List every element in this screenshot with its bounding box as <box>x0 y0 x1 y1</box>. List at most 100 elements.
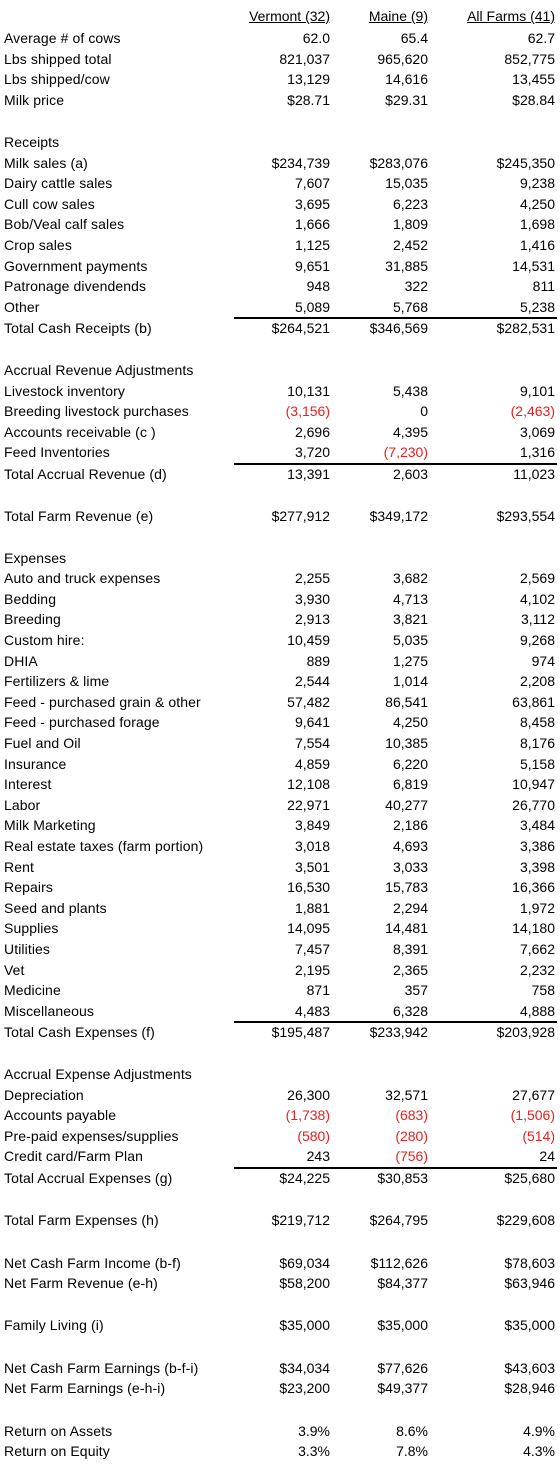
row-label: Real estate taxes (farm portion) <box>4 837 204 854</box>
cell-maine: 14,616 <box>385 71 428 88</box>
cell-vermont: 14,095 <box>287 920 330 937</box>
table-row: Insurance 4,859 6,220 5,158 <box>0 754 560 775</box>
cell-all-farms: $203,928 <box>496 1024 555 1041</box>
row-label: Government payments <box>4 257 148 274</box>
cell-vermont: 7,457 <box>294 940 330 957</box>
row-label: Auto and truck expenses <box>4 570 161 587</box>
table-row: Return on Equity 3.3% 7.8% 4.3% <box>0 1441 560 1462</box>
cell-all-farms: 4,888 <box>519 1002 555 1019</box>
row-label: Insurance <box>4 755 67 772</box>
table-row: Real estate taxes (farm portion) 3,018 4,6… <box>0 836 560 857</box>
cell-vermont: 3.9% <box>298 1422 330 1439</box>
cell-all-farms: 1,416 <box>519 237 555 253</box>
row-label: Livestock inventory <box>4 382 125 399</box>
cell-maine: 8.6% <box>396 1422 428 1439</box>
cell-vermont: 7,554 <box>294 734 330 751</box>
table-row: Rent 3,501 3,033 3,398 <box>0 857 560 878</box>
cell-vermont: 2,696 <box>294 423 330 440</box>
cell-vermont: (1,738) <box>285 1107 330 1124</box>
cell-maine: $29.31 <box>385 91 428 108</box>
cell-all-farms: 5,158 <box>519 755 555 772</box>
cell-maine: 3,682 <box>392 570 428 587</box>
cell-vermont: 9,641 <box>294 714 330 731</box>
row-label: Credit card/Farm Plan <box>4 1148 144 1165</box>
table-row: Return on Assets 3.9% 8.6% 4.9% <box>0 1421 560 1442</box>
cell-all-farms: $43,603 <box>504 1359 555 1376</box>
row-label: Milk price <box>4 91 65 108</box>
table-row: Fertilizers & lime 2,544 1,014 2,208 <box>0 671 560 692</box>
cell-all-farms: $25,680 <box>504 1170 555 1186</box>
table-row: Net Farm Revenue (e-h) $58,200 $84,377 $63,… <box>0 1273 560 1294</box>
column-header-vermont: Vermont (32) <box>249 8 330 24</box>
cell-all-farms: (2,463) <box>510 403 555 420</box>
cell-vermont: $277,912 <box>271 507 330 524</box>
table-row: Accounts receivable (c ) 2,696 4,395 3,069 <box>0 422 560 443</box>
table-row: Credit card/Farm Plan 243 (756) 24 <box>0 1146 560 1167</box>
row-label: Net Cash Farm Earnings (b-f-i) <box>4 1359 199 1376</box>
total-rule <box>234 1021 557 1023</box>
column-header-maine: Maine (9) <box>368 8 428 24</box>
cell-vermont: 821,037 <box>279 50 330 67</box>
cell-all-farms: 1,316 <box>519 444 555 461</box>
cell-vermont: 889 <box>306 652 330 669</box>
row-label: Pre-paid expenses/supplies <box>4 1127 179 1144</box>
row-label: Depreciation <box>4 1086 84 1103</box>
row-label: Total Accrual Expenses (g) <box>4 1170 173 1186</box>
cell-maine: $283,076 <box>369 154 428 171</box>
row-label: Feed - purchased forage <box>4 714 160 731</box>
row-label: Bedding <box>4 590 57 607</box>
total-rule <box>234 1166 557 1169</box>
table-row: Accrual Revenue Adjustments <box>0 360 560 381</box>
cell-vermont: 10,459 <box>287 631 330 648</box>
cell-all-farms: 11,023 <box>513 466 555 482</box>
cell-maine: 0 <box>420 403 428 420</box>
cell-maine: 5,768 <box>392 298 428 315</box>
table-row: Livestock inventory 10,131 5,438 9,101 <box>0 381 560 402</box>
table-row: Vet 2,195 2,365 2,232 <box>0 960 560 981</box>
cell-vermont: $234,739 <box>271 154 330 171</box>
total-rule <box>234 317 557 319</box>
cell-all-farms: 9,268 <box>519 631 555 648</box>
table-row: Lbs shipped total 821,037 965,620 852,775 <box>0 49 560 70</box>
cell-maine: 8,391 <box>392 940 428 957</box>
row-label: Utilities <box>4 940 51 957</box>
cell-vermont: 22,971 <box>287 796 330 813</box>
cell-maine: 6,223 <box>392 195 428 212</box>
column-header-row: Vermont (32) Maine (9) All Farms (41) <box>0 6 560 27</box>
table-row: Feed Inventories 3,720 (7,230) 1,316 <box>0 442 560 463</box>
cell-all-farms: (1,506) <box>510 1107 555 1124</box>
row-label: Milk sales (a) <box>4 154 88 171</box>
table-row: Total Accrual Revenue (d) 13,391 2,603 11,0… <box>0 464 560 485</box>
cell-all-farms: 852,775 <box>504 50 555 67</box>
cell-vermont: 243 <box>306 1148 330 1165</box>
cell-maine: 10,385 <box>385 734 428 751</box>
cell-maine: $35,000 <box>377 1317 428 1333</box>
cell-maine: 4,693 <box>392 837 428 854</box>
table-row: Government payments 9,651 31,885 14,531 <box>0 256 560 277</box>
table-row: Accounts payable (1,738) (683) (1,506) <box>0 1105 560 1126</box>
row-label: Rent <box>4 858 34 875</box>
table-row: Supplies 14,095 14,481 14,180 <box>0 918 560 939</box>
row-label: Dairy cattle sales <box>4 175 113 192</box>
table-row: Auto and truck expenses 2,255 3,682 2,569 <box>0 568 560 589</box>
table-row: DHIA 889 1,275 974 <box>0 651 560 672</box>
cell-maine: 14,481 <box>385 920 428 937</box>
row-label: DHIA <box>4 652 38 669</box>
table-row: Bob/Veal calf sales 1,666 1,809 1,698 <box>0 214 560 235</box>
row-label: Family Living (i) <box>4 1317 104 1333</box>
cell-vermont: 4,859 <box>294 755 330 772</box>
cell-all-farms: $28,946 <box>504 1380 555 1397</box>
table-row: Miscellaneous 4,483 6,328 4,888 <box>0 1001 560 1022</box>
row-label: Return on Assets <box>4 1422 113 1439</box>
cell-maine: 2,603 <box>392 466 428 482</box>
cell-vermont: 62.0 <box>302 30 330 46</box>
cell-vermont: 57,482 <box>287 693 330 710</box>
cell-maine: 3,033 <box>392 858 428 875</box>
cell-maine: 40,277 <box>385 796 428 813</box>
cell-maine: 4,713 <box>392 590 428 607</box>
cell-vermont: $24,225 <box>279 1170 330 1186</box>
cell-all-farms: 10,947 <box>512 776 555 793</box>
row-label: Receipts <box>4 134 60 150</box>
table-row: Lbs shipped/cow 13,129 14,616 13,455 <box>0 69 560 90</box>
table-row: Custom hire: 10,459 5,035 9,268 <box>0 630 560 651</box>
